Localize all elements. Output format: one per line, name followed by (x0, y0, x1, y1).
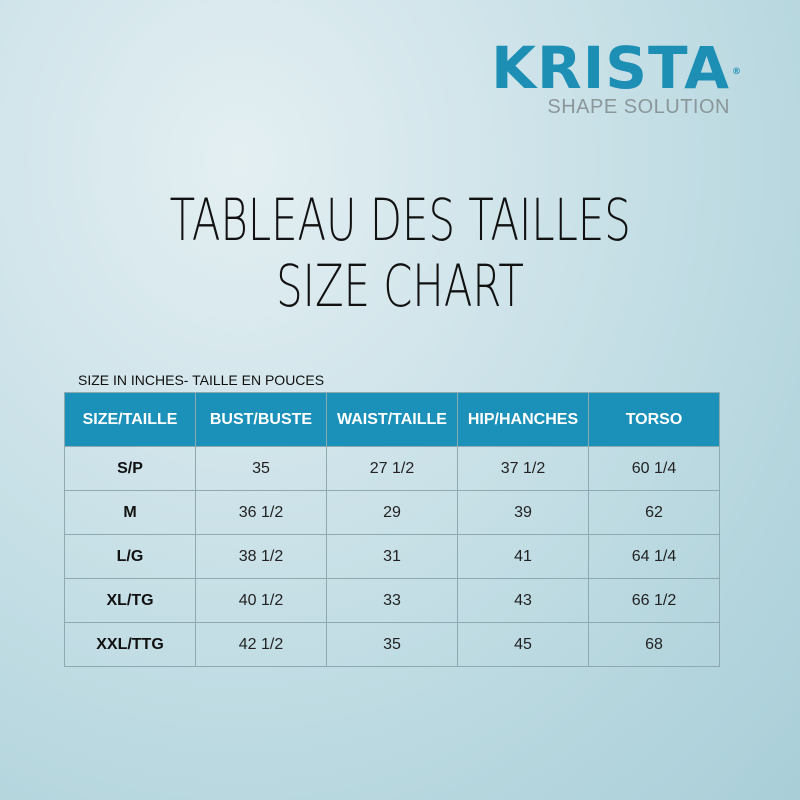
size-cell: S/P (64, 446, 196, 491)
measurement-cell: 29 (326, 490, 458, 535)
table-row: XL/TG 40 1/2 33 43 66 1/2 (64, 578, 720, 623)
measurement-cell: 37 1/2 (457, 446, 589, 491)
size-chart-table: SIZE/TAILLE BUST/BUSTE WAIST/TAILLE HIP/HAN… (64, 392, 720, 667)
measurement-cell: 35 (195, 446, 327, 491)
measurement-cell: 35 (326, 622, 458, 667)
title-french: TABLEAU DES TAILLES (169, 186, 631, 254)
table-row: M 36 1/2 29 39 62 (64, 490, 720, 535)
measurement-cell: 27 1/2 (326, 446, 458, 491)
size-cell: M (64, 490, 196, 535)
column-header: SIZE/TAILLE (64, 392, 196, 447)
measurement-cell: 62 (588, 490, 720, 535)
measurement-cell: 41 (457, 534, 589, 579)
measurement-cell: 43 (457, 578, 589, 623)
measurement-cell: 68 (588, 622, 720, 667)
table-caption: SIZE IN INCHES- TAILLE EN POUCES (78, 372, 325, 388)
brand-logo: KRISTA ® SHAPE SOLUTION (491, 38, 741, 119)
registered-mark: ® (732, 67, 742, 77)
table-row: S/P 35 27 1/2 37 1/2 60 1/4 (64, 446, 720, 491)
measurement-cell: 36 1/2 (195, 490, 327, 535)
measurement-cell: 66 1/2 (588, 578, 720, 623)
table-row: L/G 38 1/2 31 41 64 1/4 (64, 534, 720, 579)
table-row: XXL/TTG 42 1/2 35 45 68 (64, 622, 720, 667)
measurement-cell: 38 1/2 (195, 534, 327, 579)
measurement-cell: 31 (326, 534, 458, 579)
measurement-cell: 42 1/2 (195, 622, 327, 667)
size-cell: XL/TG (64, 578, 196, 623)
column-header: HIP/HANCHES (457, 392, 589, 447)
column-header: WAIST/TAILLE (326, 392, 458, 447)
title-english: SIZE CHART (276, 252, 524, 320)
column-header: TORSO (588, 392, 720, 447)
measurement-cell: 40 1/2 (195, 578, 327, 623)
table-header-row: SIZE/TAILLE BUST/BUSTE WAIST/TAILLE HIP/HAN… (64, 392, 720, 447)
measurement-cell: 64 1/4 (588, 534, 720, 579)
logo-tagline: SHAPE SOLUTION (547, 96, 730, 118)
measurement-cell: 39 (457, 490, 589, 535)
logo-brand: KRISTA (491, 34, 730, 102)
measurement-cell: 33 (326, 578, 458, 623)
measurement-cell: 45 (457, 622, 589, 667)
measurement-cell: 60 1/4 (588, 446, 720, 491)
column-header: BUST/BUSTE (195, 392, 327, 447)
size-cell: XXL/TTG (64, 622, 196, 667)
size-cell: L/G (64, 534, 196, 579)
